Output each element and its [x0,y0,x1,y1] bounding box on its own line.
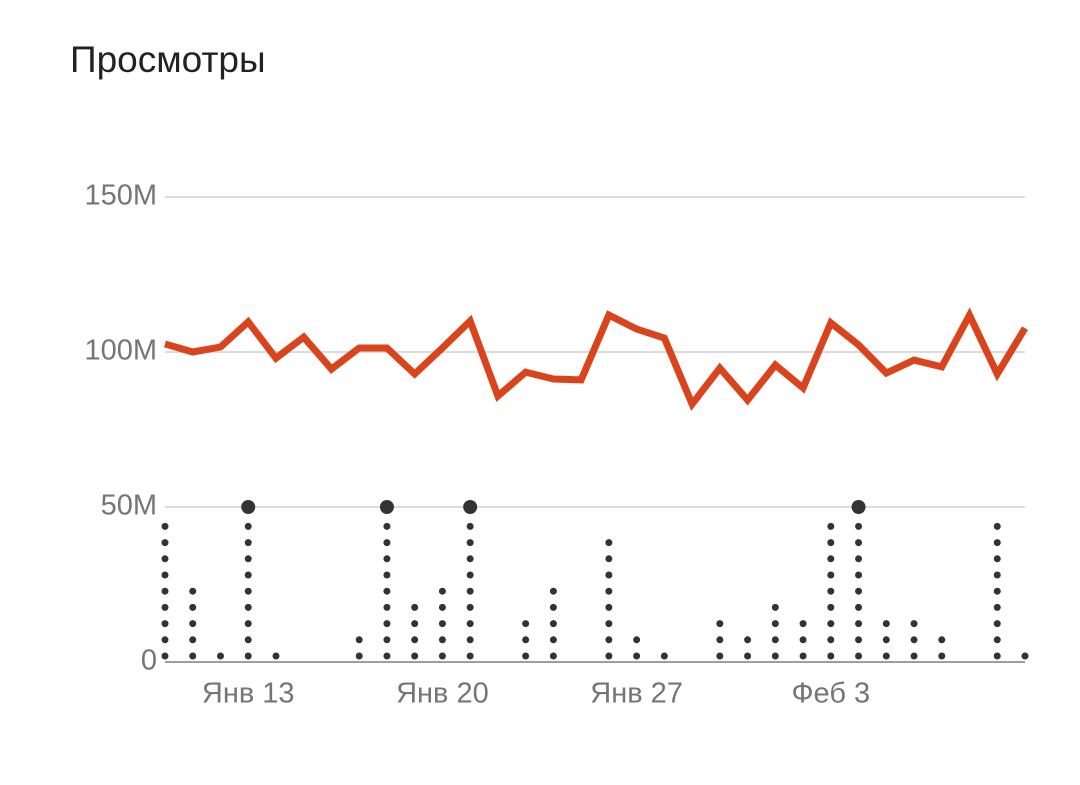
y-tick-label: 50M [101,490,157,522]
x-tick-label: Янв 20 [396,678,489,710]
chart-title: Просмотры [70,39,266,80]
line-series [164,307,1028,411]
x-tick-label: Феб 3 [791,678,870,710]
y-tick-label: 150M [84,180,157,212]
x-tick-label: Янв 13 [202,678,295,710]
x-tick-label: Янв 27 [590,678,683,710]
dot-cap [463,500,478,514]
y-tick-label: 100M [84,335,157,367]
dot-cap [241,500,256,514]
dot-cap [851,500,866,514]
y-tick-label: 0 [141,645,157,677]
dot-cap [379,500,394,514]
